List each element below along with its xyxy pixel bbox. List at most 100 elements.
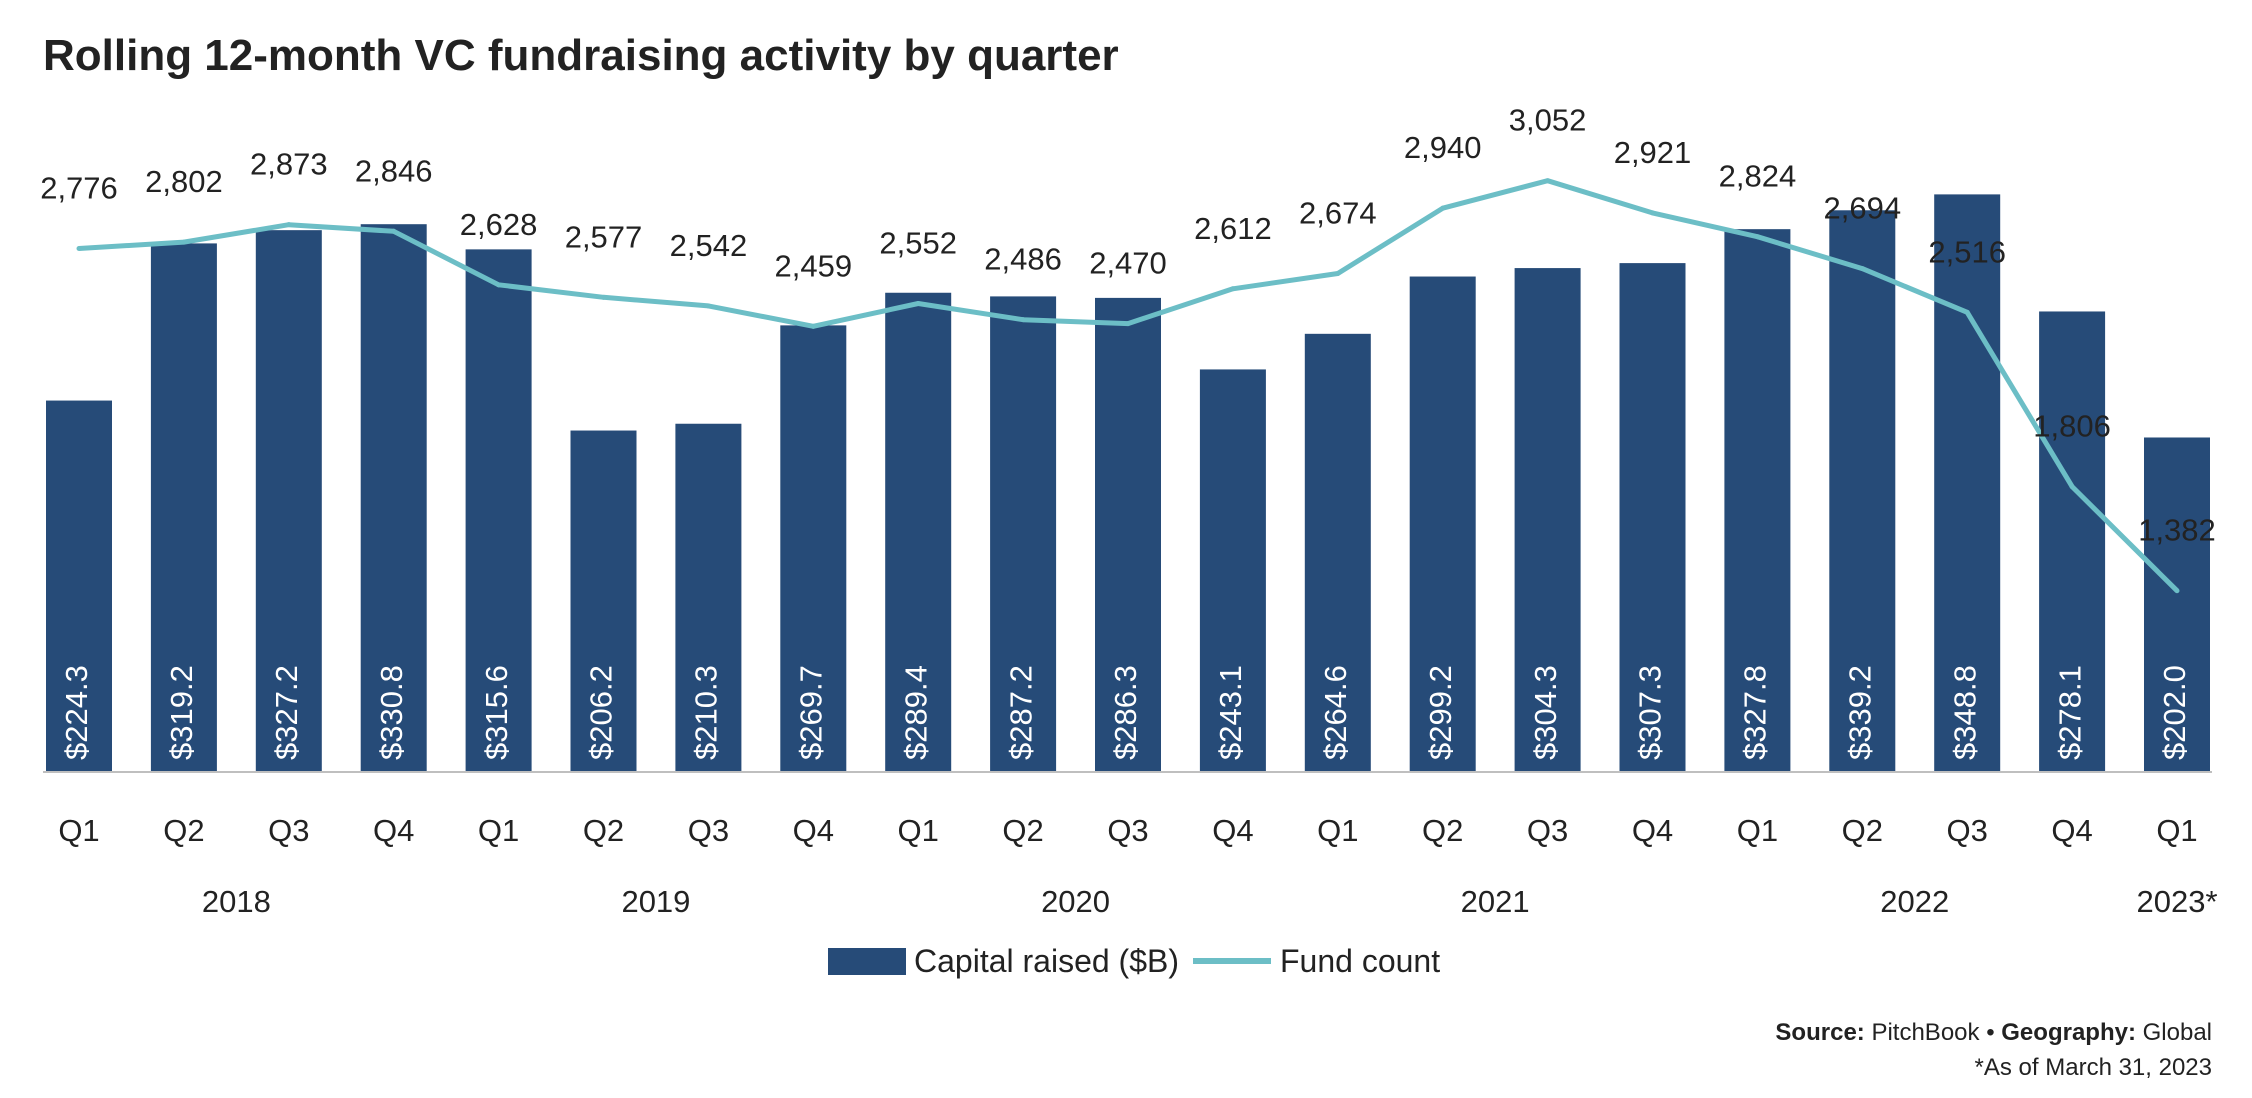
x-tick-label-10: Q3	[1107, 813, 1148, 848]
x-tick-label-13: Q2	[1422, 813, 1463, 848]
fund-count-point-4	[496, 282, 502, 288]
bar-capital-1	[150, 243, 217, 773]
fund-count-label-12: 2,674	[1299, 196, 1377, 231]
fund-count-label-10: 2,470	[1089, 246, 1167, 281]
fund-count-point-11	[1230, 286, 1236, 292]
fund-count-point-2	[286, 222, 292, 228]
x-tick-label-2: Q3	[268, 813, 309, 848]
fund-count-label-5: 2,577	[565, 219, 643, 254]
bar-value-label-11: $243.1	[1213, 665, 1248, 760]
year-label-2018: 2018	[202, 884, 271, 919]
x-ticks-layer: Q1 Q2 Q3 Q4 Q1 Q2 Q3 Q4 Q1 Q2 Q3 Q4 Q1 Q2 Q3 Q4 Q1 Q2 Q3 Q4…	[58, 813, 2197, 848]
bar-value-label-6: $210.3	[689, 665, 724, 760]
fund-count-label-19: 1,806	[2033, 409, 2111, 444]
x-tick-label-6: Q3	[688, 813, 729, 848]
bar-value-label-3: $330.8	[374, 665, 409, 760]
bar-capital-13	[1409, 276, 1476, 772]
legend: Capital raised ($B) Fund count	[828, 943, 1440, 979]
fund-count-point-12	[1335, 271, 1341, 277]
bar-value-label-16: $327.8	[1738, 665, 1773, 760]
bar-capital-12	[1304, 333, 1371, 772]
fund-count-point-6	[705, 303, 711, 309]
fund-count-point-20	[2174, 588, 2180, 594]
geography-label: Geography:	[2001, 1019, 2136, 1046]
fund-count-point-0	[76, 245, 82, 251]
bar-value-label-1: $319.2	[164, 665, 199, 760]
bar-value-label-9: $287.2	[1003, 665, 1038, 760]
fund-count-label-7: 2,459	[775, 248, 853, 283]
bar-capital-14	[1514, 268, 1581, 772]
bar-capital-9	[990, 296, 1057, 772]
x-tick-label-1: Q2	[163, 813, 204, 848]
bar-value-label-20: $202.0	[2157, 665, 2192, 760]
geography-value: Global	[2143, 1019, 2212, 1046]
chart-title: Rolling 12-month VC fundraising activity…	[43, 31, 1119, 80]
bar-value-label-8: $289.4	[898, 665, 933, 760]
bar-capital-15	[1619, 263, 1686, 772]
bar-value-label-2: $327.2	[269, 665, 304, 760]
year-label-2022: 2022	[1880, 884, 1949, 919]
bar-capital-18	[1934, 194, 2001, 772]
x-tick-label-7: Q4	[793, 813, 834, 848]
x-tick-label-16: Q1	[1737, 813, 1778, 848]
fund-count-point-1	[181, 239, 187, 245]
bar-capital-4	[465, 249, 532, 772]
bar-value-label-19: $278.1	[2052, 665, 2087, 760]
fund-count-label-14: 3,052	[1509, 103, 1587, 138]
bar-capital-3	[360, 224, 427, 773]
bar-capital-6	[675, 423, 742, 772]
x-tick-label-0: Q1	[58, 813, 99, 848]
bar-value-label-12: $264.6	[1318, 665, 1353, 760]
fund-count-point-13	[1440, 205, 1446, 211]
x-tick-label-17: Q2	[1842, 813, 1883, 848]
fund-count-label-3: 2,846	[355, 153, 433, 188]
bar-capital-2	[255, 230, 322, 772]
bar-value-label-4: $315.6	[479, 665, 514, 760]
bar-capital-11	[1199, 369, 1266, 772]
bar-value-label-7: $269.7	[793, 665, 828, 760]
x-tick-label-14: Q3	[1527, 813, 1568, 848]
year-label-2021: 2021	[1461, 884, 1530, 919]
fund-count-label-9: 2,486	[984, 242, 1062, 277]
bar-value-label-0: $224.3	[59, 665, 94, 760]
x-tick-label-18: Q3	[1947, 813, 1988, 848]
source-separator: •	[1986, 1019, 1994, 1046]
year-label-2019: 2019	[621, 884, 690, 919]
year-label-2023: 2023*	[2136, 884, 2217, 919]
fund-count-point-3	[391, 228, 397, 234]
year-labels-layer: 2018 2019 2020 2021 2022 2023*	[202, 884, 2218, 919]
bar-labels-layer: $224.3 $319.2 $327.2 $330.8 $315.6 $206.2 $210…	[59, 665, 2192, 760]
fund-count-label-16: 2,824	[1719, 159, 1797, 194]
fund-count-label-2: 2,873	[250, 147, 328, 182]
bar-value-label-14: $304.3	[1528, 665, 1563, 760]
x-tick-label-12: Q1	[1317, 813, 1358, 848]
source-label: Source:	[1775, 1019, 1864, 1046]
bar-value-label-18: $348.8	[1947, 665, 1982, 760]
bar-capital-5	[570, 430, 637, 772]
fund-count-label-13: 2,940	[1404, 130, 1482, 165]
legend-capital-swatch	[828, 948, 906, 975]
bar-capital-10	[1095, 297, 1161, 772]
x-tick-label-5: Q2	[583, 813, 624, 848]
x-tick-label-4: Q1	[478, 813, 519, 848]
bar-capital-17	[1829, 210, 1896, 773]
legend-fund-count-label: Fund count	[1280, 943, 1440, 979]
bar-capital-19	[2039, 311, 2106, 772]
bar-value-label-5: $206.2	[584, 665, 619, 760]
fund-count-label-17: 2,694	[1824, 191, 1902, 226]
fund-count-point-9	[1020, 317, 1026, 323]
fund-count-point-17	[1859, 266, 1865, 272]
fund-count-point-10	[1125, 321, 1131, 327]
bar-value-label-17: $339.2	[1842, 665, 1877, 760]
fund-count-label-15: 2,921	[1614, 135, 1692, 170]
fund-count-label-1: 2,802	[145, 164, 223, 199]
fund-count-label-20: 1,382	[2138, 513, 2216, 548]
fund-count-point-8	[915, 300, 921, 306]
x-tick-label-3: Q4	[373, 813, 414, 848]
fund-count-label-0: 2,776	[40, 170, 118, 205]
fund-count-point-7	[810, 323, 816, 329]
fund-count-label-6: 2,542	[670, 228, 748, 263]
bar-value-label-15: $307.3	[1633, 665, 1668, 760]
fund-count-line-layer	[76, 178, 2180, 594]
